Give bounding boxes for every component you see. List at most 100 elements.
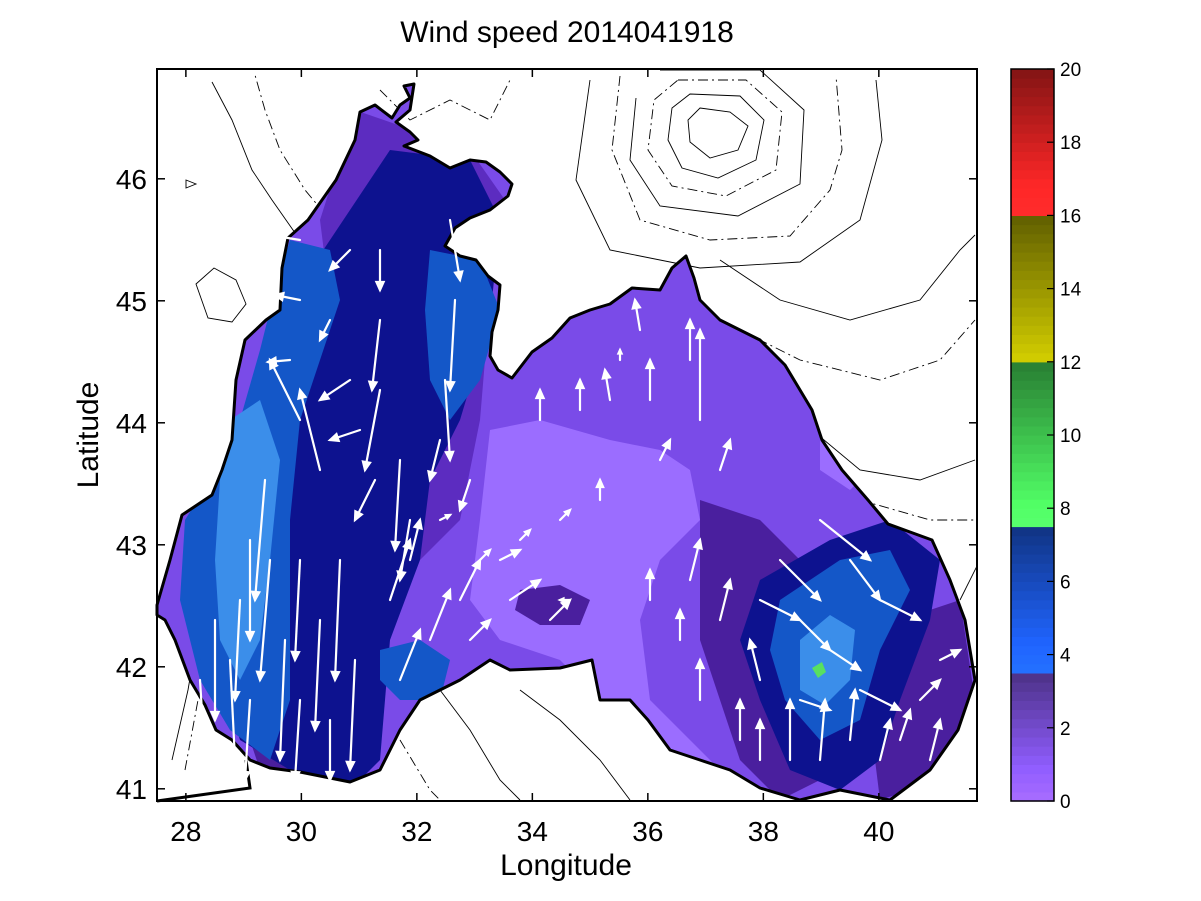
arrow-head: [789, 611, 803, 622]
colorbar-swatch: [1011, 636, 1054, 647]
colorbar-swatch: [1011, 782, 1054, 793]
wind-vector-arrow: [345, 658, 357, 773]
colorbar-swatch: [1011, 206, 1054, 216]
wind-vector-arrow: [848, 687, 860, 742]
arrow-shaft: [363, 388, 382, 472]
colorbar-swatch: [1011, 325, 1054, 335]
colorbar-swatch: [1011, 480, 1054, 491]
arrow-head: [209, 710, 221, 723]
arrow-shaft: [253, 478, 267, 602]
wind-vector-arrow: [272, 291, 302, 302]
coastline: [155, 82, 977, 802]
arrow-head: [367, 380, 379, 393]
arrow-head: [471, 557, 482, 571]
wind-vector-arrow: [557, 596, 572, 604]
colorbar-swatch: [1011, 123, 1054, 134]
wind-vector-arrow: [390, 458, 402, 553]
arrow-head: [272, 291, 285, 302]
arrow-head: [562, 508, 572, 518]
colorbar-swatch: [1011, 618, 1054, 628]
colorbar-tick-label: 6: [1060, 572, 1071, 593]
arrow-head: [412, 517, 423, 531]
wind-vector-arrow: [297, 387, 322, 472]
wind-vector-arrow: [457, 478, 472, 513]
colorbar-swatch: [1011, 773, 1054, 784]
arrow-head: [674, 607, 686, 620]
arrow-shaft: [243, 698, 252, 782]
wind-vector-arrow: [443, 378, 455, 463]
arrow-head: [268, 357, 279, 371]
colorbar-tick-label: 4: [1060, 646, 1071, 667]
arrow-head: [722, 577, 733, 591]
colorbar-swatch: [1011, 718, 1054, 729]
arrow-shaft: [333, 558, 342, 682]
wind-vector-arrow: [898, 707, 913, 742]
colorbar-swatch: [1011, 599, 1054, 610]
x-tick-label: 38: [748, 816, 779, 847]
colorbar-swatch: [1011, 142, 1054, 152]
colorbar-tick-label: 8: [1060, 499, 1071, 520]
arrow-shaft: [313, 618, 322, 732]
wind-vector-arrow: [250, 478, 267, 603]
arrow-shaft: [278, 638, 287, 762]
x-tick-label: 28: [170, 816, 201, 847]
blue-zone: [380, 640, 450, 700]
wind-vector-arrow: [694, 657, 706, 702]
wind-vector-arrow: [747, 637, 762, 682]
arrow-head: [754, 717, 766, 730]
arrow-head: [909, 611, 923, 622]
arrow-head: [932, 717, 943, 731]
arrow-head: [889, 701, 903, 712]
arrow-head: [631, 297, 642, 310]
wind-vector-arrow: [858, 688, 903, 712]
colorbar-swatch: [1011, 425, 1054, 436]
wind-vector-arrow: [734, 697, 746, 742]
colorbar-swatch: [1011, 252, 1054, 262]
arrow-head: [328, 259, 341, 272]
wind-vector-arrow: [240, 698, 252, 783]
wind-vector-arrow: [688, 537, 703, 582]
colorbar-swatch: [1011, 517, 1054, 528]
wind-vector-arrow: [548, 598, 572, 622]
colorbar-swatch: [1011, 407, 1054, 418]
arrow-shaft: [393, 458, 402, 552]
wind-vector-arrow: [230, 598, 242, 703]
arrow-head: [390, 540, 401, 553]
arrow-head: [595, 477, 605, 489]
colorbar-swatch: [1011, 764, 1054, 775]
wind-vector-arrow: [330, 558, 342, 683]
contour-line: [611, 75, 843, 241]
arrow-head: [255, 670, 267, 683]
wind-vector-arrow: [317, 378, 352, 402]
arrow-head: [361, 460, 372, 473]
colorbar-swatch: [1011, 508, 1054, 518]
arrow-shaft: [818, 698, 827, 762]
colorbar-swatch: [1011, 654, 1054, 665]
wind-vector-arrow: [290, 698, 302, 783]
arrow-head: [240, 770, 251, 783]
blue-zone: [425, 250, 500, 420]
wind-vector-arrow: [468, 618, 492, 642]
wind-vector-arrow: [328, 248, 352, 272]
colorbar-swatch: [1011, 453, 1054, 464]
colorbar-swatch: [1011, 114, 1054, 125]
wind-vector-arrow: [798, 618, 832, 652]
arrow-shaft: [398, 518, 412, 582]
figure-title: Wind speed 2014041918: [400, 16, 734, 49]
wind-vector-arrow: [878, 717, 893, 762]
arrow-head: [870, 589, 882, 603]
colorbar-swatch: [1011, 544, 1054, 555]
colorbar-swatch: [1011, 297, 1054, 308]
wind-vector-arrow: [498, 548, 523, 562]
arrow-head: [427, 469, 438, 483]
contour-line: [859, 499, 975, 521]
arrow-head: [557, 596, 565, 604]
y-tick-label: 41: [116, 774, 147, 805]
colorbar-swatch: [1011, 526, 1054, 537]
colorbar-swatch: [1011, 663, 1054, 674]
arrow-head: [809, 589, 822, 602]
arrow-head: [275, 750, 286, 763]
arrow-head: [250, 590, 262, 603]
wind-vector-arrow: [828, 648, 863, 672]
colorbar-swatch: [1011, 535, 1054, 546]
